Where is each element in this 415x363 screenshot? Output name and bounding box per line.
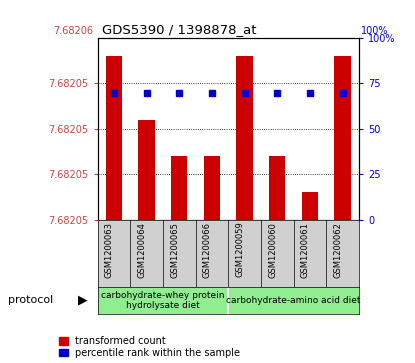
Text: protocol: protocol — [8, 295, 54, 305]
Bar — [269, 156, 286, 220]
Bar — [98, 287, 228, 314]
Text: GDS5390 / 1398878_at: GDS5390 / 1398878_at — [102, 23, 256, 36]
Bar — [237, 56, 253, 220]
Text: carbohydrate-whey protein
hydrolysate diet: carbohydrate-whey protein hydrolysate di… — [101, 291, 225, 310]
Bar — [228, 287, 359, 314]
Bar — [302, 192, 318, 220]
Text: carbohydrate-amino acid diet: carbohydrate-amino acid diet — [226, 296, 361, 305]
Text: GSM1200064: GSM1200064 — [137, 222, 146, 277]
Legend: transformed count, percentile rank within the sample: transformed count, percentile rank withi… — [59, 336, 240, 358]
Text: ▶: ▶ — [78, 294, 87, 307]
Text: 7.68206: 7.68206 — [54, 26, 93, 36]
Text: 100%: 100% — [361, 26, 388, 36]
Bar — [171, 156, 188, 220]
Text: GSM1200063: GSM1200063 — [105, 222, 114, 278]
Bar — [334, 56, 351, 220]
Bar — [106, 56, 122, 220]
Text: GSM1200066: GSM1200066 — [203, 222, 212, 278]
Text: GSM1200061: GSM1200061 — [301, 222, 310, 277]
Text: GSM1200060: GSM1200060 — [268, 222, 277, 277]
Bar — [138, 120, 155, 220]
Text: GSM1200059: GSM1200059 — [236, 222, 244, 277]
Bar — [204, 156, 220, 220]
Text: GSM1200062: GSM1200062 — [334, 222, 343, 277]
Text: GSM1200065: GSM1200065 — [170, 222, 179, 277]
